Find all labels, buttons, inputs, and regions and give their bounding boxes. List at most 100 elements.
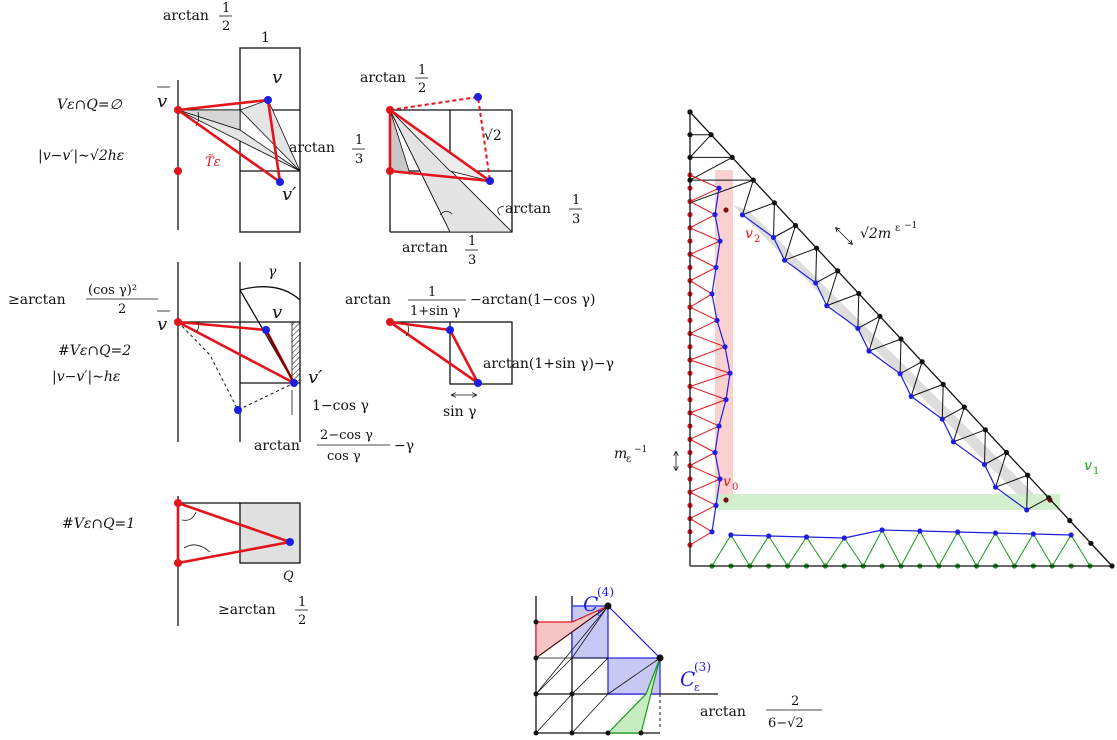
mesh-node [1024, 507, 1030, 513]
label-v: v [272, 302, 282, 323]
mesh-edge [689, 372, 731, 387]
mesh-node [722, 344, 728, 350]
mesh-node [723, 207, 729, 213]
mesh-node [717, 476, 723, 482]
mesh-edge [881, 529, 902, 567]
mesh-edge [919, 530, 940, 567]
mesh-edge [953, 429, 986, 443]
frac-num: 1 [355, 133, 363, 148]
mesh-node [723, 397, 729, 403]
mesh-edge [715, 478, 721, 506]
mesh-node [917, 528, 923, 534]
superscript: −1 [634, 445, 647, 455]
mesh-edge [689, 174, 720, 189]
mesh-edge [689, 319, 718, 335]
mesh-edge [1026, 497, 1049, 511]
mesh-edge [899, 373, 912, 397]
mesh-edge [715, 240, 721, 268]
mesh-edge [714, 214, 721, 242]
label-sqrt2: √2 [484, 128, 502, 144]
label-v1: v [1084, 458, 1092, 474]
mesh-edge [711, 505, 717, 532]
mesh-edge [976, 532, 996, 567]
mesh-edge [714, 425, 720, 453]
mesh-edge [730, 534, 769, 537]
label-case1: Vε∩Q=∅ [57, 97, 123, 113]
mesh-node [908, 393, 914, 399]
mesh-edge [824, 537, 845, 567]
frac-den: cos γ [327, 449, 361, 464]
mesh-edge [714, 452, 721, 480]
mesh-edge [857, 293, 860, 329]
label-arctan: arctan [402, 240, 448, 256]
mesh-edge [910, 361, 923, 397]
mesh-node [955, 529, 961, 535]
mesh-edge [995, 486, 1028, 511]
frac-num: 2 [791, 694, 799, 709]
frac-den: 3 [572, 212, 580, 227]
mesh-edge [724, 346, 731, 374]
label-mid-right: arctan(1+sin γ)−γ [483, 356, 614, 372]
mesh-node [897, 371, 903, 377]
label-ttilde: T̃ε [205, 154, 221, 170]
label-Q: Q [283, 569, 294, 584]
mesh-edge [784, 247, 817, 261]
mesh-edge [689, 267, 717, 282]
mesh-edge [1032, 533, 1053, 567]
label-m-inv: m [614, 446, 627, 462]
subscript: 1 [1093, 466, 1099, 477]
mesh-edge [995, 474, 1028, 488]
mesh-edge [689, 293, 713, 308]
mesh-edge [689, 531, 713, 546]
mesh-edge [772, 237, 786, 261]
mesh-edge [784, 259, 817, 284]
mesh-edge [815, 282, 828, 306]
mesh-edge [689, 412, 720, 427]
label-arctan-third: arctan [289, 140, 335, 156]
mesh-edge [716, 320, 726, 347]
frac-num: (cos γ)² [88, 283, 137, 298]
mesh-edge [689, 187, 720, 202]
mesh-edge [953, 441, 985, 465]
mesh-node [713, 502, 719, 508]
frac-den: 1+sin γ [410, 304, 460, 319]
label-geq-arctan: ≥arctan [8, 292, 66, 308]
mesh-edge [768, 535, 789, 567]
panel-1: arctan 1 2 1 v v v′ Vε∩Q=∅ |v−v′|∼√2hε T… [38, 1, 365, 233]
label-vbar: v [157, 91, 167, 112]
label-dist2: |v−v′|∼hε [52, 369, 120, 385]
mesh-node [766, 533, 772, 539]
label-arctan: arctan [345, 292, 391, 308]
frac-num: 1 [298, 595, 306, 610]
label-arctan: arctan [700, 704, 746, 720]
mesh-edge [784, 225, 796, 261]
subscript: 2 [754, 234, 760, 245]
mesh-edge [941, 418, 954, 443]
mesh-edge [995, 532, 1034, 535]
subscript: ε [626, 454, 631, 465]
mesh-edge [815, 248, 818, 283]
mesh-edge [911, 383, 944, 397]
mesh-node [950, 439, 957, 445]
mesh-edge [984, 429, 986, 465]
mesh-node [824, 303, 830, 309]
mesh-node [803, 534, 810, 540]
frac-den: 3 [355, 152, 363, 167]
mesh-edge [826, 293, 859, 307]
mesh-edge [919, 530, 958, 533]
mesh-edge [689, 518, 713, 533]
mesh-edge [689, 156, 733, 181]
panel-3: ≥arctan (cos γ)² 2 γ v v v′ #Vε∩Q=2 |v−v… [8, 262, 414, 464]
mesh-edge [741, 179, 754, 215]
mesh-edge [938, 531, 959, 567]
mesh-edge [742, 202, 775, 216]
mesh-edge [689, 504, 717, 520]
mesh-edge [689, 306, 718, 321]
panel-4: arctan 1 1+sin γ −arctan(1−cos γ) arctan… [345, 285, 614, 420]
mesh-edge [773, 225, 796, 238]
mesh-node [727, 370, 733, 376]
mesh-edge [1026, 475, 1029, 510]
frac-num: 1 [428, 285, 436, 300]
mesh-edge [689, 240, 721, 255]
mesh-edge [714, 188, 720, 215]
